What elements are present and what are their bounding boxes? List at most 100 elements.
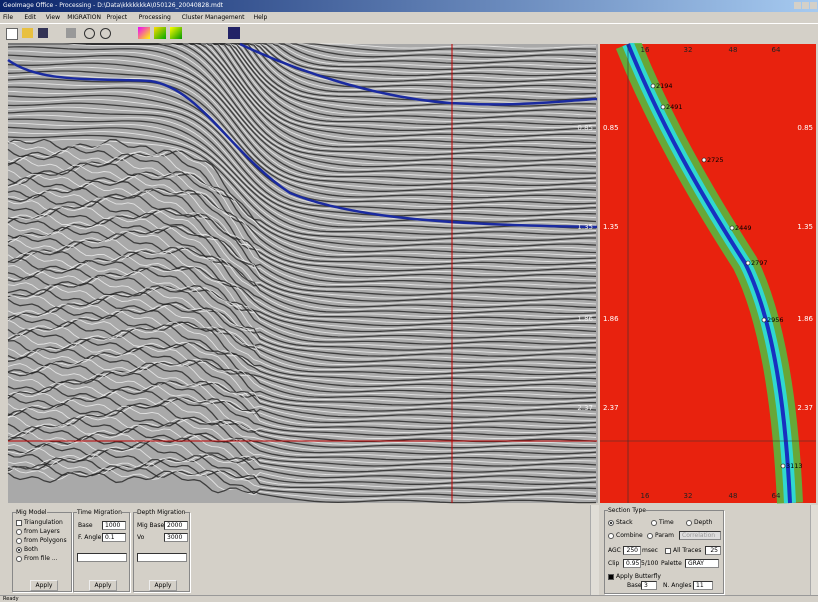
pick-label: 2956 [767, 316, 784, 324]
reflection [7, 304, 597, 372]
reflection [7, 362, 597, 418]
bottom-tick-label: 32 [684, 492, 693, 500]
reflection [7, 262, 597, 342]
tool-icon[interactable] [228, 27, 240, 39]
time-label: 1.35 [603, 223, 619, 231]
agc-input[interactable]: 250 [623, 546, 641, 555]
seismic-reflections [7, 43, 597, 504]
label: Param [655, 532, 675, 539]
pick-marker [660, 104, 666, 110]
correlation-dropdown[interactable]: Correlation [679, 531, 721, 540]
reflection [8, 43, 597, 171]
menu-item[interactable]: File [3, 14, 14, 21]
tool-icon[interactable] [154, 27, 166, 39]
label: Combine [616, 532, 643, 539]
reflection [7, 378, 597, 431]
dropdown[interactable] [137, 553, 187, 562]
vo-input[interactable]: 3000 [164, 533, 188, 542]
time-label: 2.37 [577, 404, 593, 412]
traces-input[interactable]: 25 [705, 546, 721, 555]
close-button[interactable] [810, 2, 817, 9]
apply-button[interactable]: Apply [30, 580, 58, 591]
option[interactable]: Both [16, 546, 38, 553]
reflection [7, 70, 597, 193]
reflection [7, 285, 597, 360]
reflection [7, 141, 597, 250]
status-bar: Ready [0, 595, 818, 602]
reflection [7, 277, 597, 354]
reflection [7, 391, 597, 440]
dropdown[interactable] [77, 553, 127, 562]
checkbox[interactable]: Apply Butterfly [608, 573, 661, 580]
label: from Layers [24, 528, 60, 535]
option[interactable]: from Layers [16, 528, 60, 535]
top-tick-label: 48 [729, 46, 738, 54]
radio-option[interactable]: Stack [608, 519, 633, 526]
angles-input[interactable]: 11 [693, 581, 713, 590]
clip-input[interactable]: 0.95 [623, 559, 641, 568]
radio-option[interactable]: Time [651, 519, 674, 526]
time-label: 1.35 [577, 223, 593, 231]
menu-item[interactable]: Project [106, 14, 128, 21]
save-icon[interactable] [38, 28, 48, 38]
palette-dropdown[interactable]: GRAY [685, 559, 719, 568]
apply-button[interactable]: Apply [149, 580, 177, 591]
tool-icon[interactable] [170, 27, 182, 39]
radio-option[interactable]: Combine [608, 532, 643, 539]
base-input[interactable]: 1000 [102, 521, 126, 530]
base-input[interactable]: 3 [641, 581, 657, 590]
radio-option[interactable]: Depth [686, 519, 712, 526]
label: Stack [616, 519, 633, 526]
reflection [7, 226, 597, 315]
apply-button[interactable]: Apply [89, 580, 117, 591]
reflection [7, 50, 597, 177]
maximize-button[interactable] [802, 2, 809, 9]
top-tick-label: 16 [641, 46, 650, 54]
top-tick-label: 64 [772, 46, 781, 54]
checkbox[interactable]: All Traces [665, 547, 701, 554]
scrollbar[interactable] [810, 505, 818, 595]
pick-marker [761, 317, 767, 323]
option[interactable]: from Polygons [16, 537, 67, 544]
tool-icon[interactable] [138, 27, 150, 39]
zoom-icon[interactable] [84, 28, 95, 39]
radio-option[interactable]: Param [647, 532, 674, 539]
reflection [7, 306, 597, 376]
new-icon[interactable] [6, 28, 18, 40]
menu-bar: File Edit View MIGRATION Project Processing Cl… [0, 12, 818, 22]
reflection [7, 354, 597, 412]
scrollbar[interactable] [590, 505, 599, 595]
time-label: 0.85 [603, 124, 619, 132]
menu-item[interactable]: View [45, 14, 61, 21]
label: N. Angles [663, 582, 692, 589]
reflection [7, 233, 597, 321]
reflection [7, 252, 597, 336]
menu-item[interactable]: Processing [138, 14, 171, 21]
reflection [7, 441, 597, 479]
open-icon[interactable] [22, 28, 33, 38]
time-label: 1.35 [797, 223, 813, 231]
mig-base-input[interactable]: 2000 [164, 521, 188, 530]
reflection [7, 288, 597, 363]
reflection [7, 134, 596, 241]
angle-input[interactable]: 0.1 [102, 533, 126, 542]
reflection [7, 338, 597, 400]
menu-item[interactable]: MIGRATION [67, 14, 101, 21]
label: From file ... [24, 555, 58, 562]
label: Mig Base [137, 522, 165, 529]
zoom-out-icon[interactable] [100, 28, 111, 39]
minimize-button[interactable] [794, 2, 801, 9]
menu-item[interactable]: Help [253, 14, 268, 21]
option[interactable]: From file ... [16, 555, 58, 562]
reflection [7, 430, 597, 470]
label: Depth [694, 519, 713, 526]
reflection [7, 146, 597, 254]
menu-item[interactable]: Edit [24, 14, 37, 21]
reflection [7, 149, 597, 257]
reflection [7, 470, 597, 504]
label: from Polygons [24, 537, 67, 544]
group-title: Mig Model [16, 509, 47, 516]
print-icon[interactable] [66, 28, 76, 38]
menu-item[interactable]: Cluster Management [181, 14, 245, 21]
option[interactable]: Triangulation [16, 519, 63, 526]
